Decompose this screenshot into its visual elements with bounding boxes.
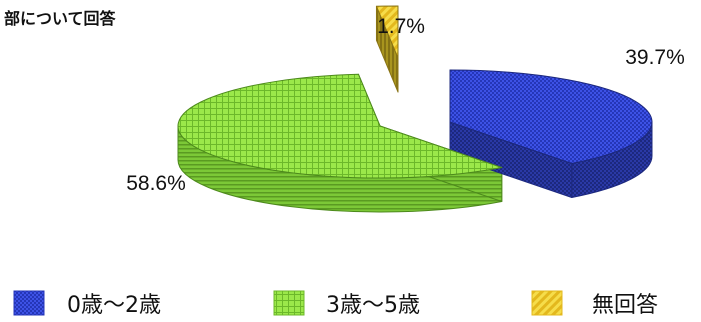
legend-swatch-0 <box>13 290 45 316</box>
slice-label-1: 58.6% <box>126 172 186 195</box>
legend-label-2: 無回答 <box>592 293 658 318</box>
legend-swatch-1 <box>273 290 305 316</box>
legend-label-0: 0歳～2歳 <box>67 293 161 318</box>
slice-2 <box>375 5 399 59</box>
legend: 0歳～2歳 3歳～5歳 無回答 <box>13 290 658 318</box>
chart-title: 部について回答 <box>4 9 117 28</box>
slice-0 <box>449 69 653 164</box>
slice-label-2: 1.7% <box>377 15 425 38</box>
legend-swatch-2 <box>531 290 563 316</box>
slice-label-0: 39.7% <box>625 46 685 69</box>
legend-label-1: 3歳～5歳 <box>326 293 420 318</box>
slice-1 <box>177 73 503 179</box>
